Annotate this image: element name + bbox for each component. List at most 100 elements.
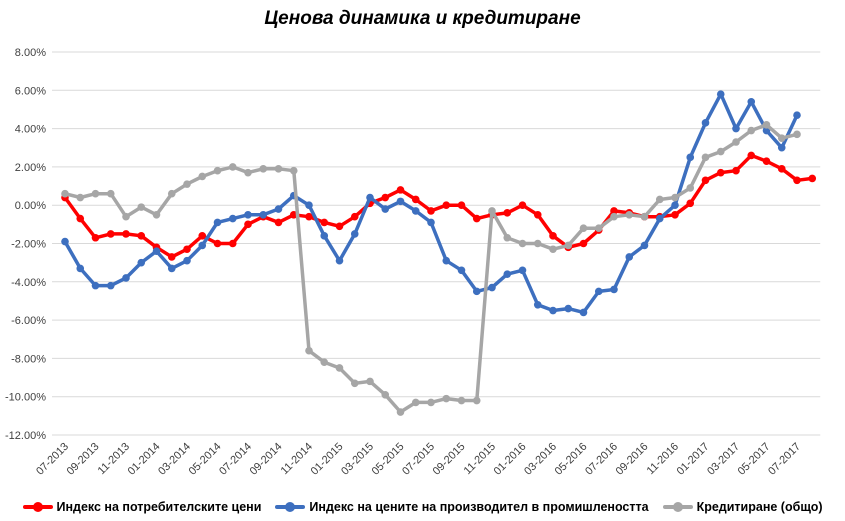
data-point: [381, 205, 390, 213]
data-point: [320, 232, 329, 240]
data-point: [91, 281, 100, 290]
y-tick-label: 4.00%: [15, 124, 46, 136]
data-point: [167, 264, 176, 273]
data-point: [640, 212, 649, 221]
legend-label-ppi: Индекс на цените на производител в проми…: [309, 500, 649, 514]
y-tick-label: -8.00%: [11, 353, 46, 365]
data-point: [701, 176, 710, 185]
data-point: [747, 151, 756, 160]
data-point: [442, 394, 451, 403]
data-point: [106, 281, 115, 290]
data-point: [427, 207, 435, 215]
data-point: [503, 209, 512, 217]
data-point: [427, 218, 435, 227]
x-tick-label: 03-2016: [522, 441, 559, 478]
data-point: [213, 239, 222, 248]
series-2: [61, 120, 801, 416]
data-point: [793, 111, 801, 119]
data-point: [655, 214, 664, 223]
legend-label-credit: Кредитиране (общо): [696, 500, 823, 514]
data-point: [366, 193, 374, 202]
data-point: [747, 97, 756, 106]
x-tick-label: 07-2016: [583, 441, 620, 478]
data-point: [442, 256, 451, 265]
data-point: [183, 245, 191, 254]
data-point: [183, 256, 191, 265]
data-point: [91, 189, 100, 198]
data-point: [793, 130, 801, 139]
data-point: [777, 143, 786, 152]
series-lines: [61, 90, 817, 416]
x-tick-label: 09-2016: [614, 441, 651, 478]
data-point: [198, 172, 207, 181]
data-point: [381, 390, 390, 399]
data-point: [686, 199, 695, 208]
data-point: [167, 253, 176, 261]
data-point: [213, 218, 222, 227]
data-point: [503, 270, 512, 278]
data-point: [61, 189, 69, 198]
data-point: [259, 210, 268, 219]
data-point: [274, 218, 283, 227]
data-point: [518, 266, 527, 275]
x-tick-label: 09-2013: [65, 441, 102, 478]
data-point: [671, 193, 679, 202]
y-tick-label: -12.00%: [5, 430, 46, 442]
data-point: [183, 180, 191, 188]
y-tick-label: -2.00%: [11, 239, 46, 251]
data-point: [808, 174, 817, 183]
data-point: [137, 232, 146, 240]
data-point: [274, 205, 283, 213]
x-tick-label: 01-2016: [492, 441, 529, 478]
data-point: [472, 396, 481, 405]
data-point: [91, 233, 100, 242]
data-point: [747, 126, 756, 135]
y-axis-ticks: 8.00% 6.00% 4.00% 2.00% 0.00% -2.00% -4.00% -6.…: [5, 47, 46, 442]
data-point: [350, 379, 359, 388]
data-point: [411, 207, 420, 215]
data-point: [533, 239, 542, 248]
data-point: [594, 287, 603, 296]
series-1: [61, 90, 801, 317]
data-point: [671, 201, 679, 209]
data-point: [76, 214, 85, 223]
data-point: [716, 168, 725, 177]
data-point: [122, 230, 130, 238]
data-point: [305, 212, 313, 221]
data-point: [244, 168, 252, 177]
y-tick-label: -4.00%: [11, 277, 46, 289]
data-point: [396, 408, 405, 416]
data-point: [716, 147, 725, 156]
x-tick-label: 05-2017: [736, 441, 773, 478]
data-point: [549, 232, 557, 240]
chart-title: Ценова динамика и кредитиране: [264, 8, 581, 29]
y-tick-label: 2.00%: [15, 162, 46, 174]
data-point: [564, 241, 573, 250]
legend-item-cpi: Индекс на потребителските цени: [22, 500, 261, 514]
data-point: [625, 210, 634, 219]
data-point: [106, 189, 115, 198]
data-point: [106, 230, 115, 238]
data-point: [671, 210, 679, 219]
data-point: [488, 207, 496, 215]
x-tick-label: 07-2014: [217, 441, 254, 478]
data-point: [579, 224, 588, 232]
data-point: [610, 212, 618, 221]
data-point: [488, 283, 496, 292]
data-point: [152, 210, 161, 219]
data-point: [76, 264, 85, 273]
data-point: [518, 239, 527, 248]
data-point: [305, 346, 313, 355]
data-point: [335, 256, 344, 265]
data-point: [320, 218, 329, 227]
y-tick-label: 8.00%: [15, 47, 46, 59]
data-point: [457, 266, 466, 275]
data-point: [427, 398, 435, 407]
data-point: [716, 90, 725, 98]
data-point: [777, 165, 786, 173]
gridlines: [52, 51, 821, 436]
x-tick-label: 03-2015: [339, 441, 376, 478]
data-point: [137, 203, 146, 211]
data-point: [411, 195, 420, 204]
